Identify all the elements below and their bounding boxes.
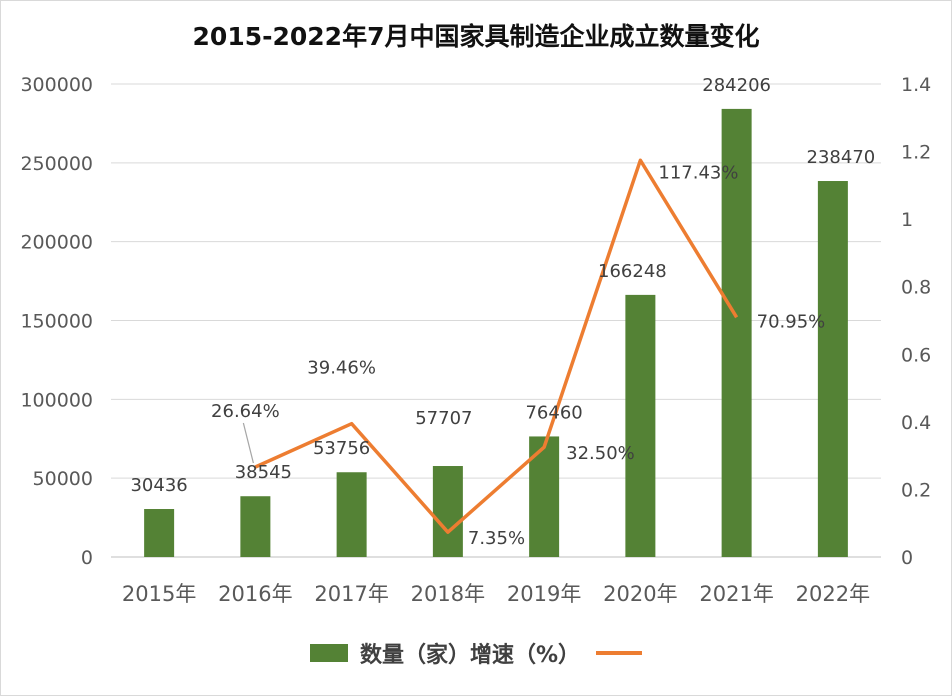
x-tick-label: 2017年 <box>314 582 388 606</box>
bar-data-label: 284206 <box>702 75 771 96</box>
y-left-tick-label: 300000 <box>20 74 93 96</box>
y-right-tick-label: 1.4 <box>901 74 931 96</box>
x-tick-label: 2018年 <box>411 582 485 606</box>
bar <box>817 181 848 557</box>
line-data-label: 70.95% <box>757 311 826 332</box>
y-right-tick-label: 0.4 <box>901 412 931 434</box>
bar <box>432 466 463 557</box>
x-tick-label: 2020年 <box>603 582 677 606</box>
y-left-tick-label: 100000 <box>20 389 93 411</box>
y-left-tick-label: 50000 <box>33 468 93 490</box>
line-data-label: 39.46% <box>307 358 376 379</box>
bar <box>240 496 271 557</box>
y-left-tick-label: 150000 <box>20 311 93 333</box>
chart-canvas: 0 50000 100000 150000 200000 250000 300000 0 0.2… <box>20 74 931 606</box>
bar-data-label: 76460 <box>525 402 582 423</box>
legend-swatch-bar <box>309 644 348 662</box>
chart-title: 2015-2022年7月中国家具制造企业成立数量变化 <box>192 22 760 51</box>
legend-swatch-line <box>596 651 643 655</box>
bar <box>625 294 656 557</box>
y-right-tick-label: 0.8 <box>901 277 931 299</box>
y-left-tick-label: 250000 <box>20 153 93 175</box>
label-leader-line <box>242 422 254 464</box>
bar <box>336 472 367 557</box>
x-tick-label: 2015年 <box>122 582 196 606</box>
y-right-tick-label: 0.2 <box>901 479 931 501</box>
bar-data-label: 57707 <box>415 408 472 429</box>
bar-data-label: 166248 <box>598 261 667 282</box>
x-tick-label: 2016年 <box>218 582 292 606</box>
x-tick-label: 2021年 <box>699 582 773 606</box>
line-data-label: 32.50% <box>566 443 635 464</box>
x-tick-label: 2022年 <box>796 582 870 606</box>
y-left-tick-label: 200000 <box>20 232 93 254</box>
y-left-tick-label: 0 <box>81 547 93 569</box>
bar <box>144 509 175 557</box>
x-tick-label: 2019年 <box>507 582 581 606</box>
bar <box>721 108 752 558</box>
chart-legend: 数量（家） 增速（%） <box>1 637 951 669</box>
legend-label-count: 数量（家） <box>359 643 470 668</box>
legend-label-growth: 增速（%） <box>469 643 581 668</box>
y-right-tick-label: 0.6 <box>901 344 931 366</box>
bar-data-label: 30436 <box>130 475 187 496</box>
bar-data-label: 53756 <box>313 438 370 459</box>
line-data-label: 7.35% <box>468 528 525 549</box>
y-right-tick-label: 0 <box>901 547 913 569</box>
y-right-tick-label: 1 <box>901 209 913 231</box>
bar-data-label: 238470 <box>807 147 876 168</box>
growth-line <box>254 158 739 534</box>
line-data-label: 117.43% <box>658 162 738 183</box>
y-right-tick-label: 1.2 <box>901 142 931 164</box>
line-data-label: 26.64% <box>211 401 280 422</box>
bar-data-label: 38545 <box>235 462 292 483</box>
